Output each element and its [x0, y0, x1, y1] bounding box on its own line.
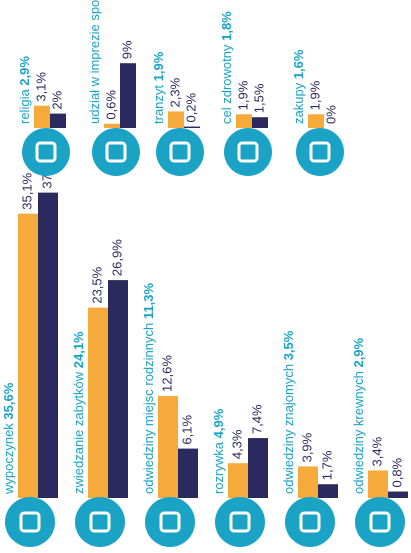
icon: [92, 128, 140, 176]
value-label: 0%: [323, 105, 338, 124]
value-label: 6,1%: [179, 415, 194, 445]
icon: [156, 128, 204, 176]
value-label: 23,5%: [89, 266, 104, 303]
bar: [318, 484, 338, 498]
bar: [50, 113, 66, 128]
category-name: odwiedziny krewnych: [351, 371, 366, 494]
value-label: 7,4%: [249, 404, 264, 434]
category-total: 2,9%: [351, 337, 366, 367]
value-label: 3,4%: [369, 436, 384, 466]
icon-glyph: [369, 511, 391, 533]
bar: [248, 438, 268, 498]
category-label: odwiedziny miejsc rodzinnych 11,3%: [141, 283, 156, 494]
category-name: odwiedziny miejsc rodzinnych: [141, 323, 156, 494]
value-label: 12,6%: [159, 355, 174, 392]
bar: [228, 463, 248, 498]
icon: [285, 497, 335, 547]
bar: [158, 395, 178, 498]
value-label: 4,3%: [229, 429, 244, 459]
category-total: 1,6%: [291, 49, 306, 79]
category-total: 24,1%: [71, 331, 86, 368]
category-label: rozrywka 4,9%: [211, 408, 226, 494]
category-name: zwiedzanie zabytków: [71, 371, 86, 494]
icon: [5, 497, 55, 547]
value-label: 2,3%: [167, 77, 182, 107]
value-label: 35,1%: [19, 172, 34, 209]
icon-glyph: [35, 141, 57, 163]
bar: [368, 470, 388, 498]
category-total: 3,5%: [281, 330, 296, 360]
category-total: 4,9%: [211, 408, 226, 438]
bar: [168, 111, 184, 128]
value-label: 1,9%: [235, 80, 250, 110]
icon-glyph: [105, 141, 127, 163]
icon-glyph: [169, 141, 191, 163]
bar: [108, 280, 128, 498]
category-name: religia: [17, 89, 32, 124]
category-label: udział w imprezie spo: [87, 0, 102, 124]
icon: [224, 128, 272, 176]
category-name: wypoczynek: [1, 423, 16, 495]
category-total: 1,9%: [151, 51, 166, 81]
category-name: cel zdrowotny: [219, 44, 234, 124]
category-label: odwiedziny krewnych 2,9%: [351, 337, 366, 494]
icon-glyph: [309, 141, 331, 163]
bar: [178, 448, 198, 498]
bar: [38, 192, 58, 498]
category-name: odwiedziny znajomych: [281, 364, 296, 494]
bar: [34, 105, 50, 128]
value-label: 3,1%: [33, 72, 48, 102]
value-label: 0,6%: [103, 90, 118, 120]
category-total: 2,9%: [17, 56, 32, 86]
value-label: 1,9%: [307, 80, 322, 110]
bar: [120, 63, 136, 129]
value-label: 0,2%: [183, 92, 198, 122]
bar: [298, 466, 318, 498]
bar: [388, 491, 408, 498]
icon: [355, 497, 405, 547]
value-label: 2%: [49, 90, 64, 109]
icon: [296, 128, 344, 176]
icon: [145, 497, 195, 547]
value-label: 9%: [119, 40, 134, 59]
category-name: rozrywka: [211, 441, 226, 494]
icon: [215, 497, 265, 547]
value-label: 26,9%: [109, 239, 124, 276]
category-name: tranzyt: [151, 85, 166, 124]
category-label: cel zdrowotny 1,8%: [219, 11, 234, 124]
icon-glyph: [299, 511, 321, 533]
category-total: 1,8%: [219, 11, 234, 41]
category-label: zakupy 1,6%: [291, 49, 306, 124]
bar: [104, 123, 120, 128]
icon-glyph: [229, 511, 251, 533]
icon-glyph: [237, 141, 259, 163]
icon-glyph: [159, 511, 181, 533]
bar: [184, 126, 200, 128]
bar: [88, 307, 108, 498]
category-label: tranzyt 1,9%: [151, 51, 166, 124]
category-label: zwiedzanie zabytków 24,1%: [71, 331, 86, 494]
icon: [75, 497, 125, 547]
category-label: odwiedziny znajomych 3,5%: [281, 330, 296, 494]
value-label: 1,7%: [319, 450, 334, 480]
icon: [22, 128, 70, 176]
value-label: 0,8%: [389, 457, 404, 487]
category-total: 35,6%: [1, 382, 16, 419]
category-label: wypoczynek 35,6%: [1, 382, 16, 495]
value-label: 1,5%: [251, 83, 266, 113]
bar: [18, 213, 38, 498]
category-name: udział w imprezie spo: [87, 0, 102, 124]
icon-glyph: [19, 511, 41, 533]
bar: [236, 114, 252, 128]
bar: [252, 117, 268, 128]
category-total: 11,3%: [141, 283, 156, 320]
icon-glyph: [89, 511, 111, 533]
bar: [308, 114, 324, 128]
category-name: zakupy: [291, 82, 306, 124]
category-label: religia 2,9%: [17, 56, 32, 124]
value-label: 3,9%: [299, 432, 314, 462]
